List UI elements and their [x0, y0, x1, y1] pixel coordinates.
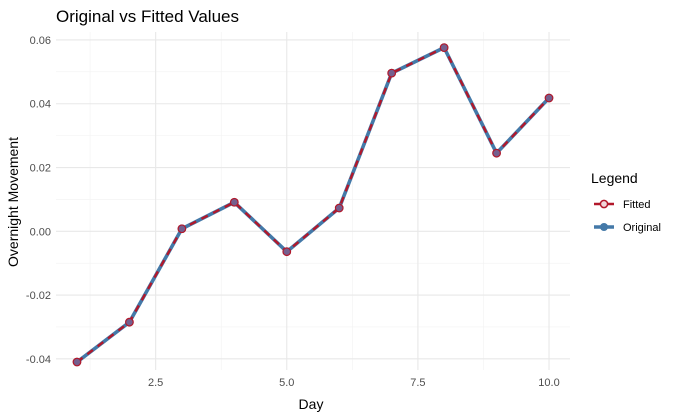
point-fitted: [544, 93, 554, 103]
series-layer: [72, 43, 554, 367]
y-tick-label: 0.02: [30, 163, 51, 175]
x-tick-label: 2.5: [148, 377, 163, 389]
x-tick-label: 7.5: [410, 377, 425, 389]
legend-key-marker: [600, 223, 608, 231]
series-line-original: [75, 45, 551, 364]
chart-title: Original vs Fitted Values: [56, 7, 239, 26]
series-line-fitted: [76, 46, 550, 363]
y-axis-title: Overnight Movement: [5, 137, 21, 267]
y-tick-label: 0.06: [30, 35, 51, 47]
legend-title: Legend: [591, 170, 638, 186]
x-axis-ticks: 2.5 5.0 7.5 10.0: [148, 377, 560, 389]
y-tick-label: -0.02: [26, 290, 51, 302]
point-fitted: [387, 68, 397, 78]
point-fitted: [125, 317, 134, 327]
point-fitted: [492, 148, 501, 158]
legend: Legend Fitted Original: [591, 170, 661, 234]
point-fitted: [229, 197, 239, 207]
legend-item-original: Original: [594, 222, 661, 234]
x-axis-title: Day: [299, 396, 324, 412]
legend-label: Original: [623, 222, 661, 234]
legend-key-marker: [599, 199, 609, 209]
point-fitted: [282, 247, 292, 257]
point-fitted: [177, 224, 187, 234]
y-tick-label: 0.04: [30, 99, 51, 111]
legend-item-fitted: Fitted: [594, 199, 651, 211]
point-fitted: [72, 357, 82, 367]
y-tick-label: 0.00: [30, 226, 51, 238]
point-fitted: [334, 203, 344, 213]
y-tick-label: -0.04: [26, 354, 51, 366]
y-axis-ticks: -0.04 -0.02 0.00 0.02 0.04 0.06: [26, 35, 51, 366]
legend-label: Fitted: [623, 199, 651, 211]
point-fitted: [439, 43, 449, 53]
x-tick-label: 10.0: [538, 377, 559, 389]
grid: [56, 32, 570, 370]
x-tick-label: 5.0: [279, 377, 294, 389]
